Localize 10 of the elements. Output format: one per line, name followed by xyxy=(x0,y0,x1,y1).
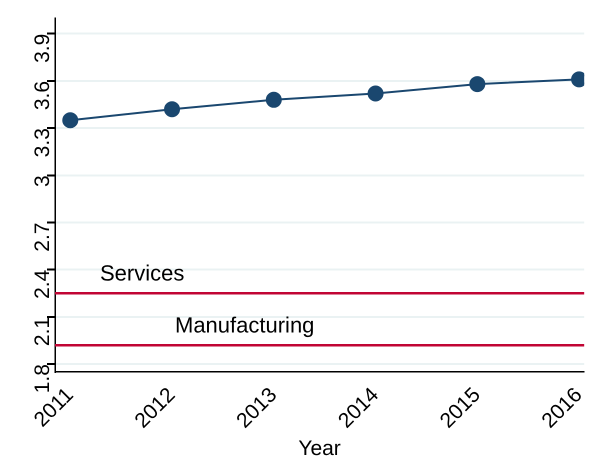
y-tick-label: 3.9 xyxy=(30,34,54,63)
y-tick-label: 2.4 xyxy=(30,269,54,299)
y-tick-label: 3.6 xyxy=(30,80,54,110)
ref-line-label: Services xyxy=(100,260,184,286)
y-tick-label: 3.3 xyxy=(30,128,54,158)
ref-line-label: Manufacturing xyxy=(175,312,314,338)
x-axis-title: Year xyxy=(298,437,341,460)
y-tick-label: 3 xyxy=(30,175,54,187)
y-tick-label: 2.1 xyxy=(30,316,54,346)
y-tick-label: 2.7 xyxy=(30,222,54,252)
